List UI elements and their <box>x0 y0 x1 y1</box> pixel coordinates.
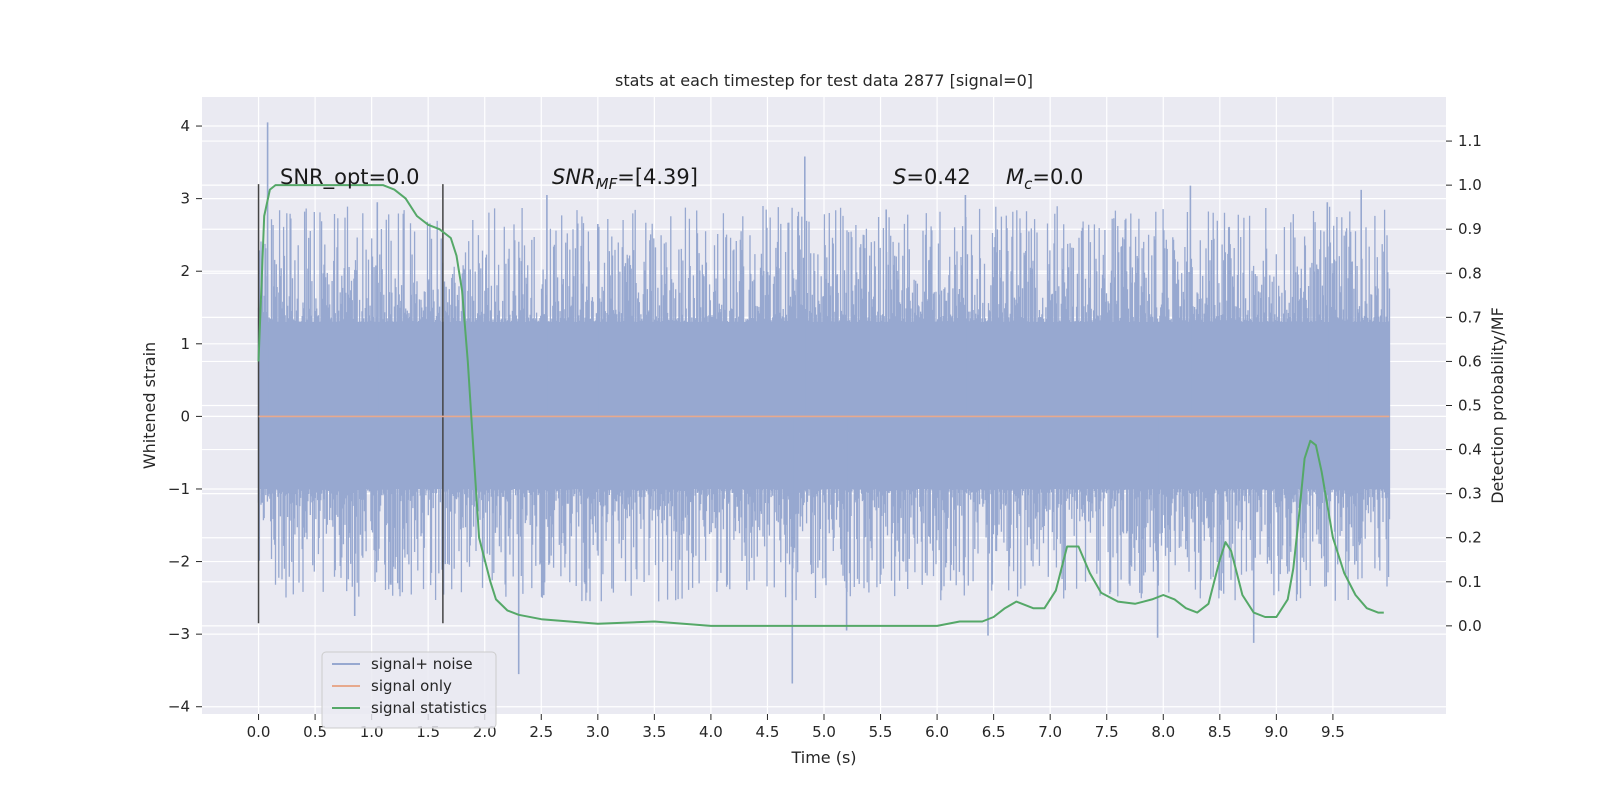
y-tick-label: 1 <box>180 335 190 353</box>
annotation-s-symbol: S <box>893 165 906 189</box>
y-tick-label: −1 <box>168 480 190 498</box>
x-tick-label: 9.5 <box>1321 723 1345 741</box>
y2-tick-label: 0.8 <box>1458 264 1482 282</box>
annotation-snr-mf-sub: MF <box>596 175 618 193</box>
annotation-snr-opt: SNR_opt=0.0 <box>280 165 420 190</box>
y2-tick-label: 0.6 <box>1458 352 1482 370</box>
y2-tick-label: 0.0 <box>1458 617 1482 635</box>
annotation-mc-sub: c <box>1024 175 1033 193</box>
legend-label-signal-noise: signal+ noise <box>371 655 473 673</box>
annotation-s-value: =0.42 <box>906 165 970 189</box>
y2-tick-label: 0.2 <box>1458 529 1482 547</box>
x-tick-label: 8.5 <box>1208 723 1232 741</box>
x-tick-label: 3.5 <box>642 723 666 741</box>
signal-noise-series <box>257 122 1391 684</box>
x-tick-label: 6.0 <box>925 723 949 741</box>
x-tick-label: 3.0 <box>586 723 610 741</box>
x-tick-label: 5.5 <box>869 723 893 741</box>
y-tick-label: −4 <box>168 698 190 716</box>
x-tick-label: 4.5 <box>756 723 780 741</box>
vertical-markers <box>257 184 444 624</box>
x-tick-label: 9.0 <box>1264 723 1288 741</box>
y-tick-label: 2 <box>180 262 190 280</box>
x-tick-label: 0.0 <box>247 723 271 741</box>
y-tick-label: −3 <box>168 625 190 643</box>
y-tick-label: 3 <box>180 190 190 208</box>
x-tick-label: 8.0 <box>1151 723 1175 741</box>
x-tick-label: 4.0 <box>699 723 723 741</box>
x-tick-label: 6.5 <box>982 723 1006 741</box>
x-tick-label: 5.0 <box>812 723 836 741</box>
legend-label-signal-statistics: signal statistics <box>371 699 487 717</box>
chart-title: stats at each timestep for test data 287… <box>615 71 1033 90</box>
y-tick-label: 0 <box>180 407 190 425</box>
y-axis-label: Whitened strain <box>140 342 159 469</box>
x-tick-label: 7.0 <box>1038 723 1062 741</box>
legend: signal+ noise signal only signal statist… <box>321 651 497 729</box>
y2-tick-label: 0.4 <box>1458 441 1482 459</box>
x-axis-label: Time (s) <box>790 748 856 767</box>
y2-tick-label: 0.7 <box>1458 308 1482 326</box>
annotation-snr-mf: SNRMF=[4.39] <box>552 165 698 193</box>
axis-ticks: 0.0 0.5 1.0 1.5 2.0 2.5 3.0 3.5 4.0 4.5 5.0 5.5 6.0 6… <box>168 117 1482 741</box>
legend-label-signal-only: signal only <box>371 677 452 695</box>
series-lines <box>257 184 1390 627</box>
signal-statistics-line <box>257 184 1384 627</box>
x-tick-label: 0.5 <box>303 723 327 741</box>
y2-axis-label: Detection probability/MF <box>1488 307 1507 504</box>
y2-tick-label: 0.3 <box>1458 485 1482 503</box>
y2-tick-label: 0.9 <box>1458 220 1482 238</box>
y2-tick-label: 0.5 <box>1458 397 1482 415</box>
noise-large-spikes <box>266 122 1362 684</box>
y-tick-label: −2 <box>168 553 190 571</box>
annotation-mc-base: M <box>1006 165 1024 189</box>
y2-tick-label: 1.1 <box>1458 132 1482 150</box>
y2-tick-label: 1.0 <box>1458 176 1482 194</box>
annotation-mc: Mc=0.0 <box>1006 165 1083 193</box>
x-tick-label: 7.5 <box>1095 723 1119 741</box>
annotation-mc-value: =0.0 <box>1032 165 1083 189</box>
x-tick-label: 2.5 <box>529 723 553 741</box>
legend-box <box>321 651 497 729</box>
y-tick-label: 4 <box>180 117 190 135</box>
y2-tick-label: 0.1 <box>1458 573 1482 591</box>
annotation-s: S=0.42 <box>893 165 971 189</box>
annotation-snr-mf-value: =[4.39] <box>617 165 698 189</box>
annotation-snr-mf-base: SNR <box>552 165 596 189</box>
